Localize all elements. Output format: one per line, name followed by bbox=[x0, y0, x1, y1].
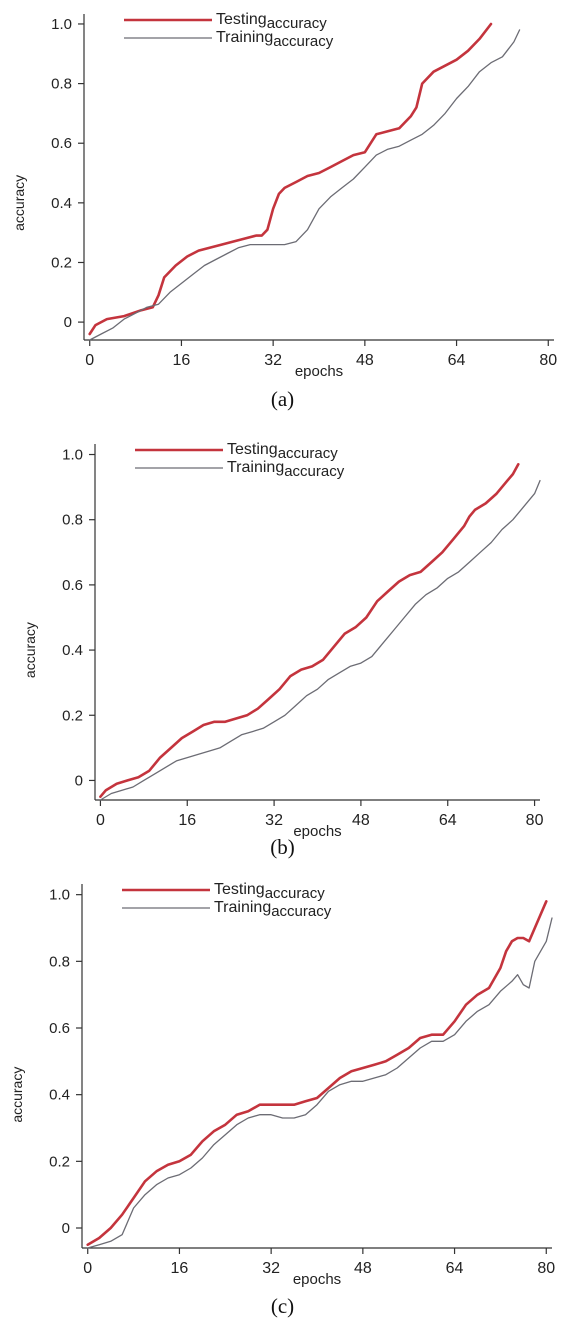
x-tick-label: 16 bbox=[171, 1260, 189, 1277]
y-tick-label: 0.8 bbox=[51, 76, 72, 93]
x-tick-label: 48 bbox=[354, 1260, 372, 1277]
y-tick-label: 1.0 bbox=[49, 887, 70, 904]
legend-label: Trainingaccuracy bbox=[216, 29, 334, 50]
series-line-testing bbox=[99, 462, 520, 799]
panel-caption: (a) bbox=[270, 387, 295, 411]
x-tick-label: 80 bbox=[526, 812, 544, 829]
chart-panel: 0 0.2 0.4 0.6 0.8 1.0 0 16 32 48 64 80 epochs accurac… bbox=[0, 870, 565, 1324]
x-tick-label: 48 bbox=[352, 812, 370, 829]
x-tick-label: 16 bbox=[178, 812, 196, 829]
legend-label: Trainingaccuracy bbox=[214, 899, 332, 920]
y-axis-label: accuracy bbox=[9, 1067, 25, 1123]
x-tick-label: 64 bbox=[446, 1260, 464, 1277]
y-tick-label: 0 bbox=[64, 314, 72, 331]
y-tick-label: 1.0 bbox=[62, 447, 83, 464]
series-line-testing bbox=[88, 22, 493, 336]
legend-label: Trainingaccuracy bbox=[227, 459, 345, 480]
x-tick-label: 0 bbox=[83, 1260, 92, 1277]
legend-label: Testingaccuracy bbox=[227, 441, 338, 462]
series-line-training bbox=[99, 479, 541, 801]
chart-svg: 0 0.2 0.4 0.6 0.8 1.0 0 16 32 48 64 80 epochs accurac… bbox=[22, 441, 544, 840]
chart-svg: 0 0.2 0.4 0.6 0.8 1.0 0 16 32 48 64 80 epochs accurac… bbox=[11, 11, 557, 380]
y-tick-label: 1.0 bbox=[51, 16, 72, 33]
series-line-training bbox=[89, 29, 521, 341]
chart-panel: 0 0.2 0.4 0.6 0.8 1.0 0 16 32 48 64 80 epochs accurac… bbox=[0, 0, 565, 417]
y-tick-label: 0.6 bbox=[49, 1020, 70, 1037]
y-tick-label: 0.4 bbox=[51, 195, 72, 212]
y-tick-label: 0.6 bbox=[51, 135, 72, 152]
panel-caption: (b) bbox=[270, 835, 295, 859]
series-line-testing bbox=[86, 899, 548, 1247]
legend-label: Testingaccuracy bbox=[216, 11, 327, 32]
y-tick-label: 0.4 bbox=[62, 642, 83, 659]
y-axis-label: accuracy bbox=[22, 622, 38, 678]
y-tick-label: 0 bbox=[62, 1220, 70, 1237]
series-line-training bbox=[87, 917, 553, 1249]
y-tick-label: 0 bbox=[75, 772, 83, 789]
y-tick-label: 0.4 bbox=[49, 1087, 70, 1104]
x-tick-label: 0 bbox=[96, 812, 105, 829]
x-tick-label: 64 bbox=[448, 352, 466, 369]
legend-label: Testingaccuracy bbox=[214, 881, 325, 902]
y-axis-label: accuracy bbox=[11, 175, 27, 231]
y-tick-label: 0.2 bbox=[49, 1153, 70, 1170]
x-tick-label: 32 bbox=[265, 812, 283, 829]
x-tick-label: 32 bbox=[262, 1260, 280, 1277]
x-axis-label: epochs bbox=[293, 823, 341, 840]
x-tick-label: 16 bbox=[173, 352, 191, 369]
y-tick-label: 0.6 bbox=[62, 577, 83, 594]
x-tick-label: 32 bbox=[264, 352, 282, 369]
x-tick-label: 80 bbox=[539, 352, 557, 369]
y-tick-label: 0.2 bbox=[62, 707, 83, 724]
chart-panel: 0 0.2 0.4 0.6 0.8 1.0 0 16 32 48 64 80 epochs accurac… bbox=[0, 430, 565, 865]
panel-caption: (c) bbox=[270, 1294, 295, 1318]
y-tick-label: 0.2 bbox=[51, 254, 72, 271]
x-tick-label: 80 bbox=[537, 1260, 555, 1277]
chart-svg: 0 0.2 0.4 0.6 0.8 1.0 0 16 32 48 64 80 epochs accurac… bbox=[9, 881, 555, 1288]
x-axis-label: epochs bbox=[293, 1271, 341, 1288]
x-tick-label: 64 bbox=[439, 812, 457, 829]
y-tick-label: 0.8 bbox=[62, 512, 83, 529]
y-tick-label: 0.8 bbox=[49, 953, 70, 970]
x-axis-label: epochs bbox=[295, 363, 343, 380]
x-tick-label: 48 bbox=[356, 352, 374, 369]
x-tick-label: 0 bbox=[85, 352, 94, 369]
